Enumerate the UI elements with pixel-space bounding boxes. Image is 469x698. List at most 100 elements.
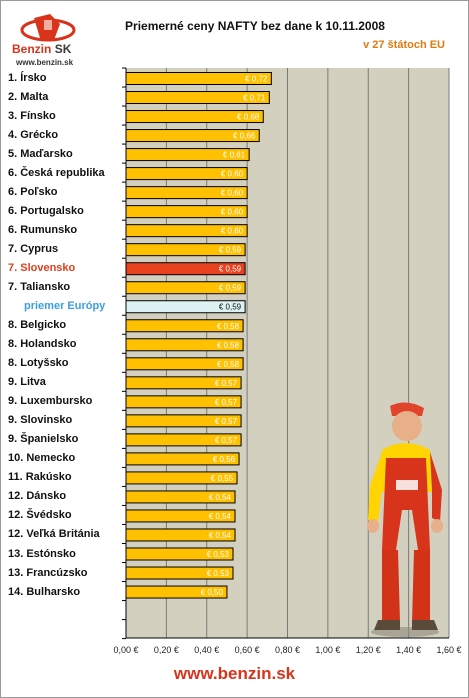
bar-value-label: € 0,58 — [217, 322, 240, 331]
chart-subtitle: v 27 štátoch EU — [363, 39, 445, 51]
bar — [125, 547, 234, 561]
bar — [125, 281, 246, 295]
bar — [125, 471, 238, 485]
category-label: 12. Švédsko — [8, 509, 72, 522]
bar-value-label: € 0,54 — [209, 531, 232, 540]
bar — [125, 91, 270, 105]
bar-value-label: € 0,55 — [211, 474, 234, 483]
x-tick-label: 0,00 € — [113, 645, 139, 655]
bar-value-label: € 0,60 — [221, 189, 244, 198]
x-tick-label: 1,00 € — [315, 645, 341, 655]
bar — [125, 110, 264, 124]
bar — [125, 72, 272, 85]
category-label: 7. Slovensko — [8, 262, 76, 275]
category-label: 7. Taliansko — [8, 281, 71, 294]
chart-title: Priemerné ceny NAFTY bez dane k 10.11.20… — [125, 19, 385, 33]
bar-value-label: € 0,59 — [219, 284, 242, 293]
category-label: 2. Malta — [8, 91, 49, 104]
x-tick-label: 1,60 € — [436, 645, 462, 655]
fuel-attendant-figure — [367, 402, 443, 637]
bar — [125, 452, 240, 466]
bar-value-label: € 0,68 — [237, 113, 260, 122]
category-label: 8. Lotyšsko — [8, 357, 69, 370]
category-label: 4. Grécko — [8, 129, 59, 142]
bar — [125, 509, 236, 523]
category-label: 12. Dánsko — [8, 490, 67, 503]
bar-value-label: € 0,56 — [213, 455, 236, 464]
bar-value-label: € 0,60 — [221, 227, 244, 236]
bar-value-label: € 0,54 — [209, 493, 232, 502]
logo-brand: Benzin SK — [12, 42, 71, 56]
footer-url: www.benzin.sk — [173, 664, 296, 683]
category-label: 14. Bulharsko — [8, 585, 81, 598]
category-label: 13. Estónsko — [8, 547, 76, 560]
category-label: 11. Rakúsko — [8, 471, 72, 484]
bar-value-label: € 0,60 — [221, 208, 244, 217]
bar — [125, 148, 250, 162]
bar-value-label: € 0,59 — [219, 246, 242, 255]
bar — [125, 224, 248, 238]
category-label: 5. Maďarsko — [8, 148, 73, 161]
bar-value-label: € 0,57 — [215, 417, 238, 426]
category-label: 9. Španielsko — [8, 433, 79, 446]
bar-value-label: € 0,50 — [201, 588, 224, 597]
category-label: 1. Írsko — [8, 72, 47, 84]
bar-value-label: € 0,59 — [219, 303, 242, 312]
bar — [125, 319, 244, 333]
category-label: 6. Portugalsko — [8, 205, 84, 218]
category-label: 6. Česká republika — [8, 167, 105, 180]
category-label: 3. Fínsko — [8, 110, 56, 123]
bar-value-label: € 0,71 — [243, 94, 266, 103]
bar-value-label: € 0,72 — [245, 75, 268, 84]
bar-value-label: € 0,57 — [215, 436, 238, 445]
bar — [125, 395, 242, 409]
bar-value-label: € 0,53 — [207, 569, 230, 578]
bar — [125, 262, 246, 276]
bar — [125, 129, 260, 143]
bar — [125, 243, 246, 257]
bar — [125, 414, 242, 428]
bar-value-label: € 0,60 — [221, 170, 244, 179]
category-label: 8. Holandsko — [8, 338, 77, 351]
bar-value-label: € 0,58 — [217, 360, 240, 369]
x-tick-label: 0,20 € — [153, 645, 179, 655]
x-tick-label: 1,20 € — [355, 645, 381, 655]
bar — [125, 186, 248, 200]
logo-brand-right: SK — [54, 42, 72, 56]
bar — [125, 357, 244, 371]
benzin-logo: Benzin SK www.benzin.sk — [10, 12, 88, 68]
category-label: 12. Veľká Británia — [8, 528, 100, 541]
category-label: priemer Európy — [24, 300, 106, 313]
logo-brand-left: Benzin — [12, 42, 52, 56]
category-label: 7. Cyprus — [8, 243, 59, 256]
category-label: 6. Rumunsko — [8, 224, 78, 237]
fuel-nozzle-icon — [20, 14, 76, 42]
bar — [125, 490, 236, 504]
bar-value-label: € 0,57 — [215, 379, 238, 388]
bar — [125, 167, 248, 181]
category-label: 9. Slovinsko — [8, 414, 73, 427]
bar — [125, 376, 242, 390]
bar — [125, 566, 234, 580]
category-label: 9. Litva — [8, 376, 46, 389]
bar-value-label: € 0,59 — [219, 265, 242, 274]
x-tick-label: 0,40 € — [194, 645, 220, 655]
bar-value-label: € 0,66 — [233, 132, 256, 141]
category-label: 6. Poľsko — [8, 186, 58, 199]
category-label: 8. Belgicko — [8, 319, 67, 332]
bar — [125, 433, 242, 447]
bar — [125, 205, 248, 219]
category-label: 13. Francúzsko — [8, 566, 88, 579]
bar — [125, 585, 228, 599]
bar — [125, 338, 244, 352]
logo-url: www.benzin.sk — [16, 58, 74, 67]
bar-value-label: € 0,57 — [215, 398, 238, 407]
x-tick-label: 0,60 € — [234, 645, 260, 655]
bar-value-label: € 0,58 — [217, 341, 240, 350]
x-tick-label: 1,40 € — [396, 645, 422, 655]
bar — [125, 300, 246, 314]
x-tick-label: 0,80 € — [274, 645, 301, 655]
category-label: 9. Luxembursko — [8, 395, 93, 408]
bar-value-label: € 0,54 — [209, 512, 232, 521]
bar-value-label: € 0,61 — [223, 151, 246, 160]
